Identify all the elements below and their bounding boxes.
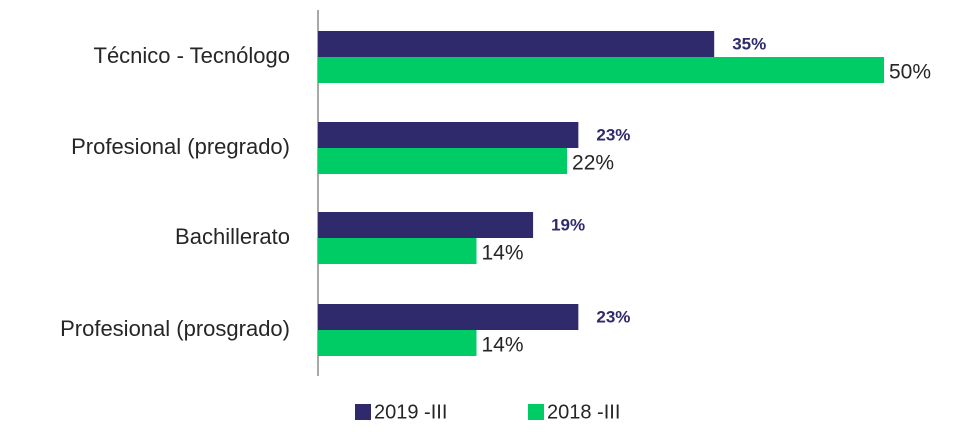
bar [318,148,568,174]
value-label: 23% [596,307,630,326]
bar [318,330,477,356]
bar [318,122,579,148]
bar [318,304,579,330]
legend-swatch [355,404,371,420]
value-label: 50% [889,61,931,84]
category-label: Profesional (pregrado) [71,134,290,159]
value-label: 14% [481,334,523,357]
legend-label: 2018 -III [547,401,620,423]
value-label: 35% [732,34,766,53]
category-label: Bachillerato [175,224,290,249]
bar [318,31,715,57]
value-label: 23% [596,125,630,144]
bar [318,238,477,264]
category-label: Profesional (prosgrado) [60,316,290,341]
legend-swatch [528,404,544,420]
value-label: 14% [481,242,523,265]
bar [318,212,534,238]
value-label: 19% [551,215,585,234]
legend-label: 2019 -III [374,401,447,423]
category-label: Técnico - Tecnólogo [94,43,291,68]
value-label: 22% [572,152,614,175]
bar [318,57,884,83]
